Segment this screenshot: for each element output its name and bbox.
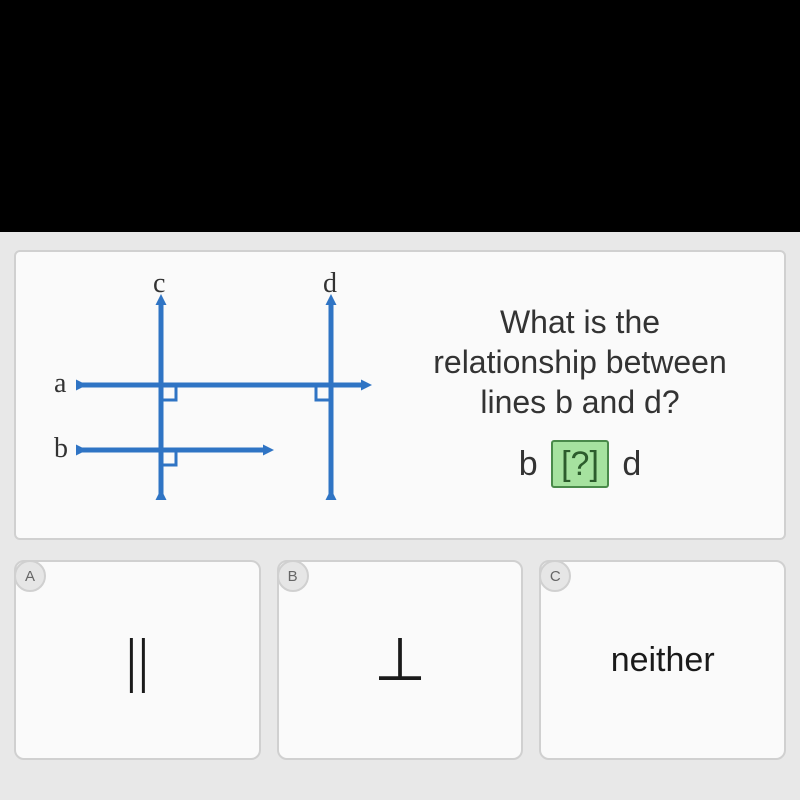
- answer-option-a[interactable]: A ||: [14, 560, 261, 760]
- answer-row: A || B ⊥ C neither: [14, 560, 786, 760]
- label-d: d: [323, 268, 337, 300]
- neither-label: neither: [611, 641, 715, 680]
- answer-option-b[interactable]: B ⊥: [277, 560, 524, 760]
- expr-right: d: [622, 445, 641, 483]
- answer-option-c[interactable]: C neither: [539, 560, 786, 760]
- question-line-1: What is the: [402, 302, 758, 342]
- answer-letter-a: A: [14, 560, 46, 592]
- answer-letter-c: C: [539, 560, 571, 592]
- content-area: c d a b What is the relationship between…: [0, 232, 800, 800]
- label-c: c: [153, 268, 165, 300]
- geometry-diagram: c d a b: [36, 270, 396, 520]
- question-card: c d a b What is the relationship between…: [14, 250, 786, 540]
- question-text: What is the relationship between lines b…: [396, 302, 764, 488]
- question-line-3: lines b and d?: [402, 382, 758, 422]
- answer-letter-b: B: [277, 560, 309, 592]
- expression: b [?] d: [402, 440, 758, 488]
- label-a: a: [54, 368, 66, 400]
- answer-placeholder: [?]: [551, 440, 609, 488]
- parallel-icon: ||: [125, 626, 149, 695]
- question-line-2: relationship between: [402, 342, 758, 382]
- label-b: b: [54, 433, 68, 465]
- perpendicular-icon: ⊥: [374, 625, 426, 695]
- expr-left: b: [519, 445, 538, 483]
